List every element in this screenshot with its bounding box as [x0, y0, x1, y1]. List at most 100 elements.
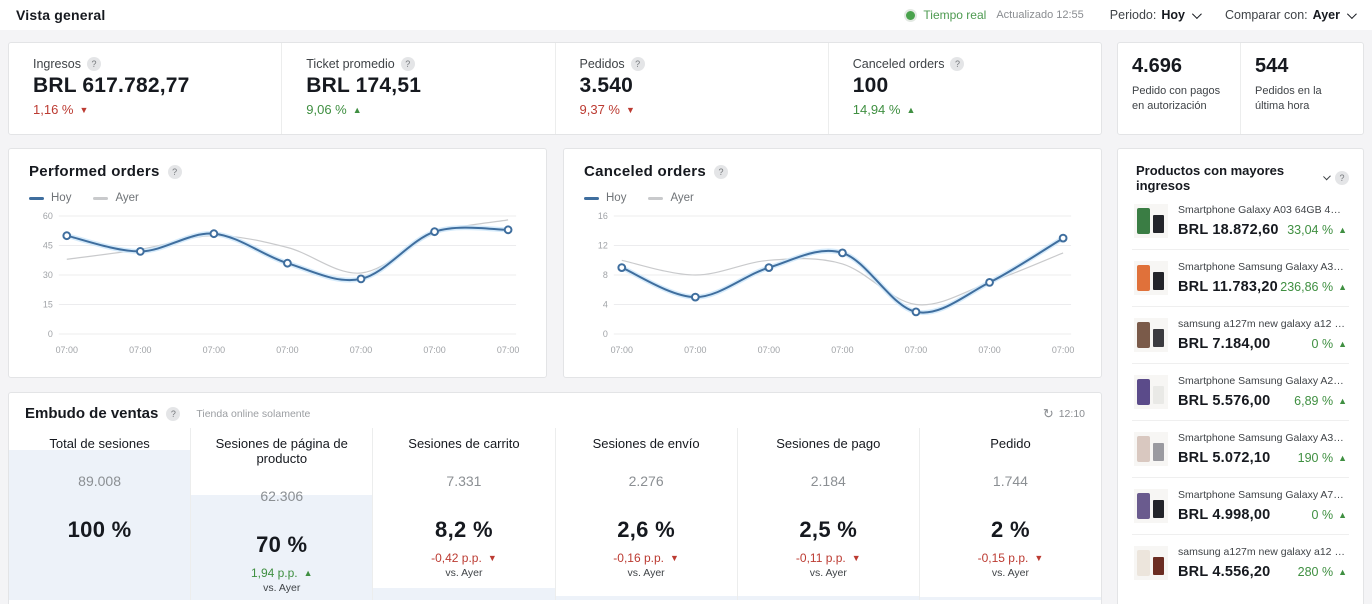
- svg-text:8: 8: [603, 270, 608, 280]
- funnel-columns: Total de sesiones 89.008 100 % Sesiones …: [9, 428, 1101, 600]
- kpi-ultima-hora: 544 Pedidos en la última hora: [1255, 55, 1322, 112]
- products-title: Productos con mayores ingresos: [1136, 163, 1285, 193]
- funnel-refresh[interactable]: ↻ 12:10: [1043, 406, 1085, 422]
- legend-item-hoy[interactable]: Hoy: [29, 192, 71, 204]
- topbar: Vista general Tiempo real Actualizado 12…: [0, 0, 1372, 30]
- svg-text:07:00: 07:00: [203, 345, 225, 355]
- legend-swatch-icon: [29, 196, 44, 200]
- trend-arrow-icon: ▼: [625, 104, 635, 115]
- funnel-subtitle: Tienda online solamente: [196, 407, 311, 420]
- kpi-value: 100: [852, 74, 889, 97]
- period-value: Hoy: [1161, 8, 1185, 22]
- canceled-orders-line-chart: 0 4 8 12 16 07:00 07:00 07:00 07:00 07:00 07:00 07:…: [598, 211, 1074, 355]
- svg-text:07:00: 07:00: [497, 345, 519, 355]
- period-selector[interactable]: Periodo: Hoy: [1110, 8, 1202, 22]
- kpi-delta: 9,37 % ▼: [579, 102, 635, 117]
- svg-text:15: 15: [43, 299, 53, 309]
- trend-arrow-icon: ▼: [1034, 553, 1044, 563]
- product-row[interactable]: Smartphone Samsung Galaxy A32 12… BRL 5.0…: [1132, 421, 1349, 478]
- funnel-step-pagina-producto: Sesiones de página de producto 62.306 70…: [191, 428, 374, 600]
- product-thumbnail: [1134, 546, 1168, 580]
- product-name: Smartphone Samsung Galaxy A22 12…: [1178, 375, 1347, 387]
- svg-text:0: 0: [603, 329, 608, 339]
- funnel-delta: -0,16 p.p. ▼: [613, 551, 679, 565]
- funnel-bar: [555, 596, 737, 600]
- product-thumbnail: [1134, 318, 1168, 352]
- svg-text:12: 12: [598, 240, 608, 250]
- trend-arrow-icon: ▲: [1338, 396, 1347, 406]
- help-icon[interactable]: ?: [1335, 171, 1349, 185]
- realtime-dot-icon: [906, 10, 916, 20]
- help-icon[interactable]: ?: [400, 57, 415, 71]
- trend-arrow-icon: ▼: [851, 553, 861, 563]
- svg-text:07:00: 07:00: [276, 345, 298, 355]
- help-icon[interactable]: ?: [167, 164, 182, 179]
- chart-title: Performed orders: [29, 163, 160, 180]
- product-delta: 236,86 % ▲: [1280, 280, 1347, 294]
- legend-swatch-icon: [648, 196, 664, 200]
- product-delta: 33,04 % ▲: [1287, 223, 1347, 237]
- product-revenue: BRL 18.872,60: [1178, 222, 1279, 238]
- top-products-card: Productos con mayores ingresos ? Smartph…: [1117, 148, 1364, 604]
- svg-text:07:00: 07:00: [611, 345, 633, 355]
- trend-arrow-icon: ▲: [303, 568, 313, 578]
- product-row[interactable]: Smartphone Samsung Galaxy A32 12… BRL 11.…: [1132, 250, 1349, 307]
- canceled-orders-chart-card: Canceled orders ? Hoy Ayer 0 4 8 12 16 07:00 0…: [563, 148, 1102, 378]
- trend-arrow-icon: ▲: [1338, 567, 1347, 577]
- product-thumbnail: [1134, 432, 1168, 466]
- funnel-step-envio: Sesiones de envío 2.276 2,6 % -0,16 p.p.…: [555, 428, 738, 600]
- product-thumbnail: [1134, 489, 1168, 523]
- help-icon[interactable]: ?: [166, 406, 181, 421]
- sales-funnel-card: Embudo de ventas ? Tienda online solamen…: [8, 392, 1102, 604]
- product-name: Smartphone Samsung Galaxy A32 12…: [1178, 432, 1347, 444]
- funnel-delta: 1,94 p.p. ▲: [250, 566, 313, 580]
- trend-arrow-icon: ▼: [669, 553, 679, 563]
- product-row[interactable]: Smartphone Galaxy A03 64GB 4G Wi-… BRL 18…: [1132, 193, 1349, 250]
- product-revenue: BRL 11.783,20: [1178, 279, 1278, 295]
- performed-orders-chart-card: Performed orders ? Hoy Ayer 0 15 30 45 60 07:…: [8, 148, 547, 378]
- kpi-value: 3.540: [579, 74, 634, 97]
- chevron-down-icon[interactable]: [1322, 172, 1331, 181]
- product-row[interactable]: Smartphone Samsung Galaxy A72, C… BRL 4.9…: [1132, 478, 1349, 535]
- svg-text:07:00: 07:00: [423, 345, 445, 355]
- funnel-bar: [191, 495, 373, 600]
- legend-item-hoy[interactable]: Hoy: [584, 192, 626, 204]
- help-icon[interactable]: ?: [86, 57, 101, 71]
- trend-arrow-icon: ▲: [1338, 453, 1347, 463]
- svg-text:07:00: 07:00: [978, 345, 1000, 355]
- page-title: Vista general: [16, 7, 106, 23]
- funnel-step-pedido: Pedido 1.744 2 % -0,15 p.p. ▼ vs. Ayer: [919, 428, 1101, 600]
- help-icon[interactable]: ?: [714, 164, 729, 179]
- kpi-label: Ticket promedio: [306, 57, 395, 71]
- kpi-delta: 1,16 % ▼: [33, 102, 89, 117]
- kpi-pagos-autorizacion: 4.696 Pedido con pagos en autorización: [1118, 43, 1241, 134]
- product-row[interactable]: samsung a127m new galaxy a12 64gb… BRL 7.…: [1132, 307, 1349, 364]
- kpi-label: Pedidos: [579, 57, 625, 71]
- trend-arrow-icon: ▼: [487, 553, 497, 563]
- kpi-pedidos: Pedidos ? 3.540 9,37 % ▼: [556, 43, 829, 134]
- funnel-refresh-time: 12:10: [1058, 407, 1085, 420]
- trend-arrow-icon: ▲: [1338, 282, 1347, 292]
- help-icon[interactable]: ?: [950, 57, 965, 71]
- svg-text:16: 16: [598, 211, 608, 221]
- product-name: samsung a127m new galaxy a12 64gb…: [1178, 546, 1347, 558]
- svg-text:07:00: 07:00: [350, 345, 372, 355]
- kpi-label: Ingresos: [33, 57, 81, 71]
- legend-item-ayer[interactable]: Ayer: [93, 192, 139, 204]
- kpi-label: Canceled orders: [852, 57, 945, 71]
- legend-item-ayer[interactable]: Ayer: [648, 192, 694, 204]
- kpi-ticket-promedio: Ticket promedio ? BRL 174,51 9,06 % ▲: [282, 43, 556, 134]
- product-row[interactable]: Smartphone Samsung Galaxy A22 12… BRL 5.5…: [1132, 364, 1349, 421]
- svg-text:07:00: 07:00: [758, 345, 780, 355]
- product-delta: 0 % ▲: [1311, 337, 1347, 351]
- compare-selector[interactable]: Comparar con: Ayer: [1225, 8, 1357, 22]
- product-name: Smartphone Samsung Galaxy A32 12…: [1178, 261, 1347, 273]
- kpi-delta: 14,94 % ▲: [852, 102, 916, 117]
- help-icon[interactable]: ?: [630, 57, 645, 71]
- side-kpi-card: 4.696 Pedido con pagos en autorización 5…: [1117, 42, 1364, 135]
- product-row[interactable]: samsung a127m new galaxy a12 64gb… BRL 4.…: [1132, 535, 1349, 591]
- trend-arrow-icon: ▲: [1338, 339, 1347, 349]
- funnel-step-total-sesiones: Total de sesiones 89.008 100 %: [9, 428, 192, 600]
- product-thumbnail: [1134, 204, 1168, 238]
- product-delta: 6,89 % ▲: [1294, 394, 1347, 408]
